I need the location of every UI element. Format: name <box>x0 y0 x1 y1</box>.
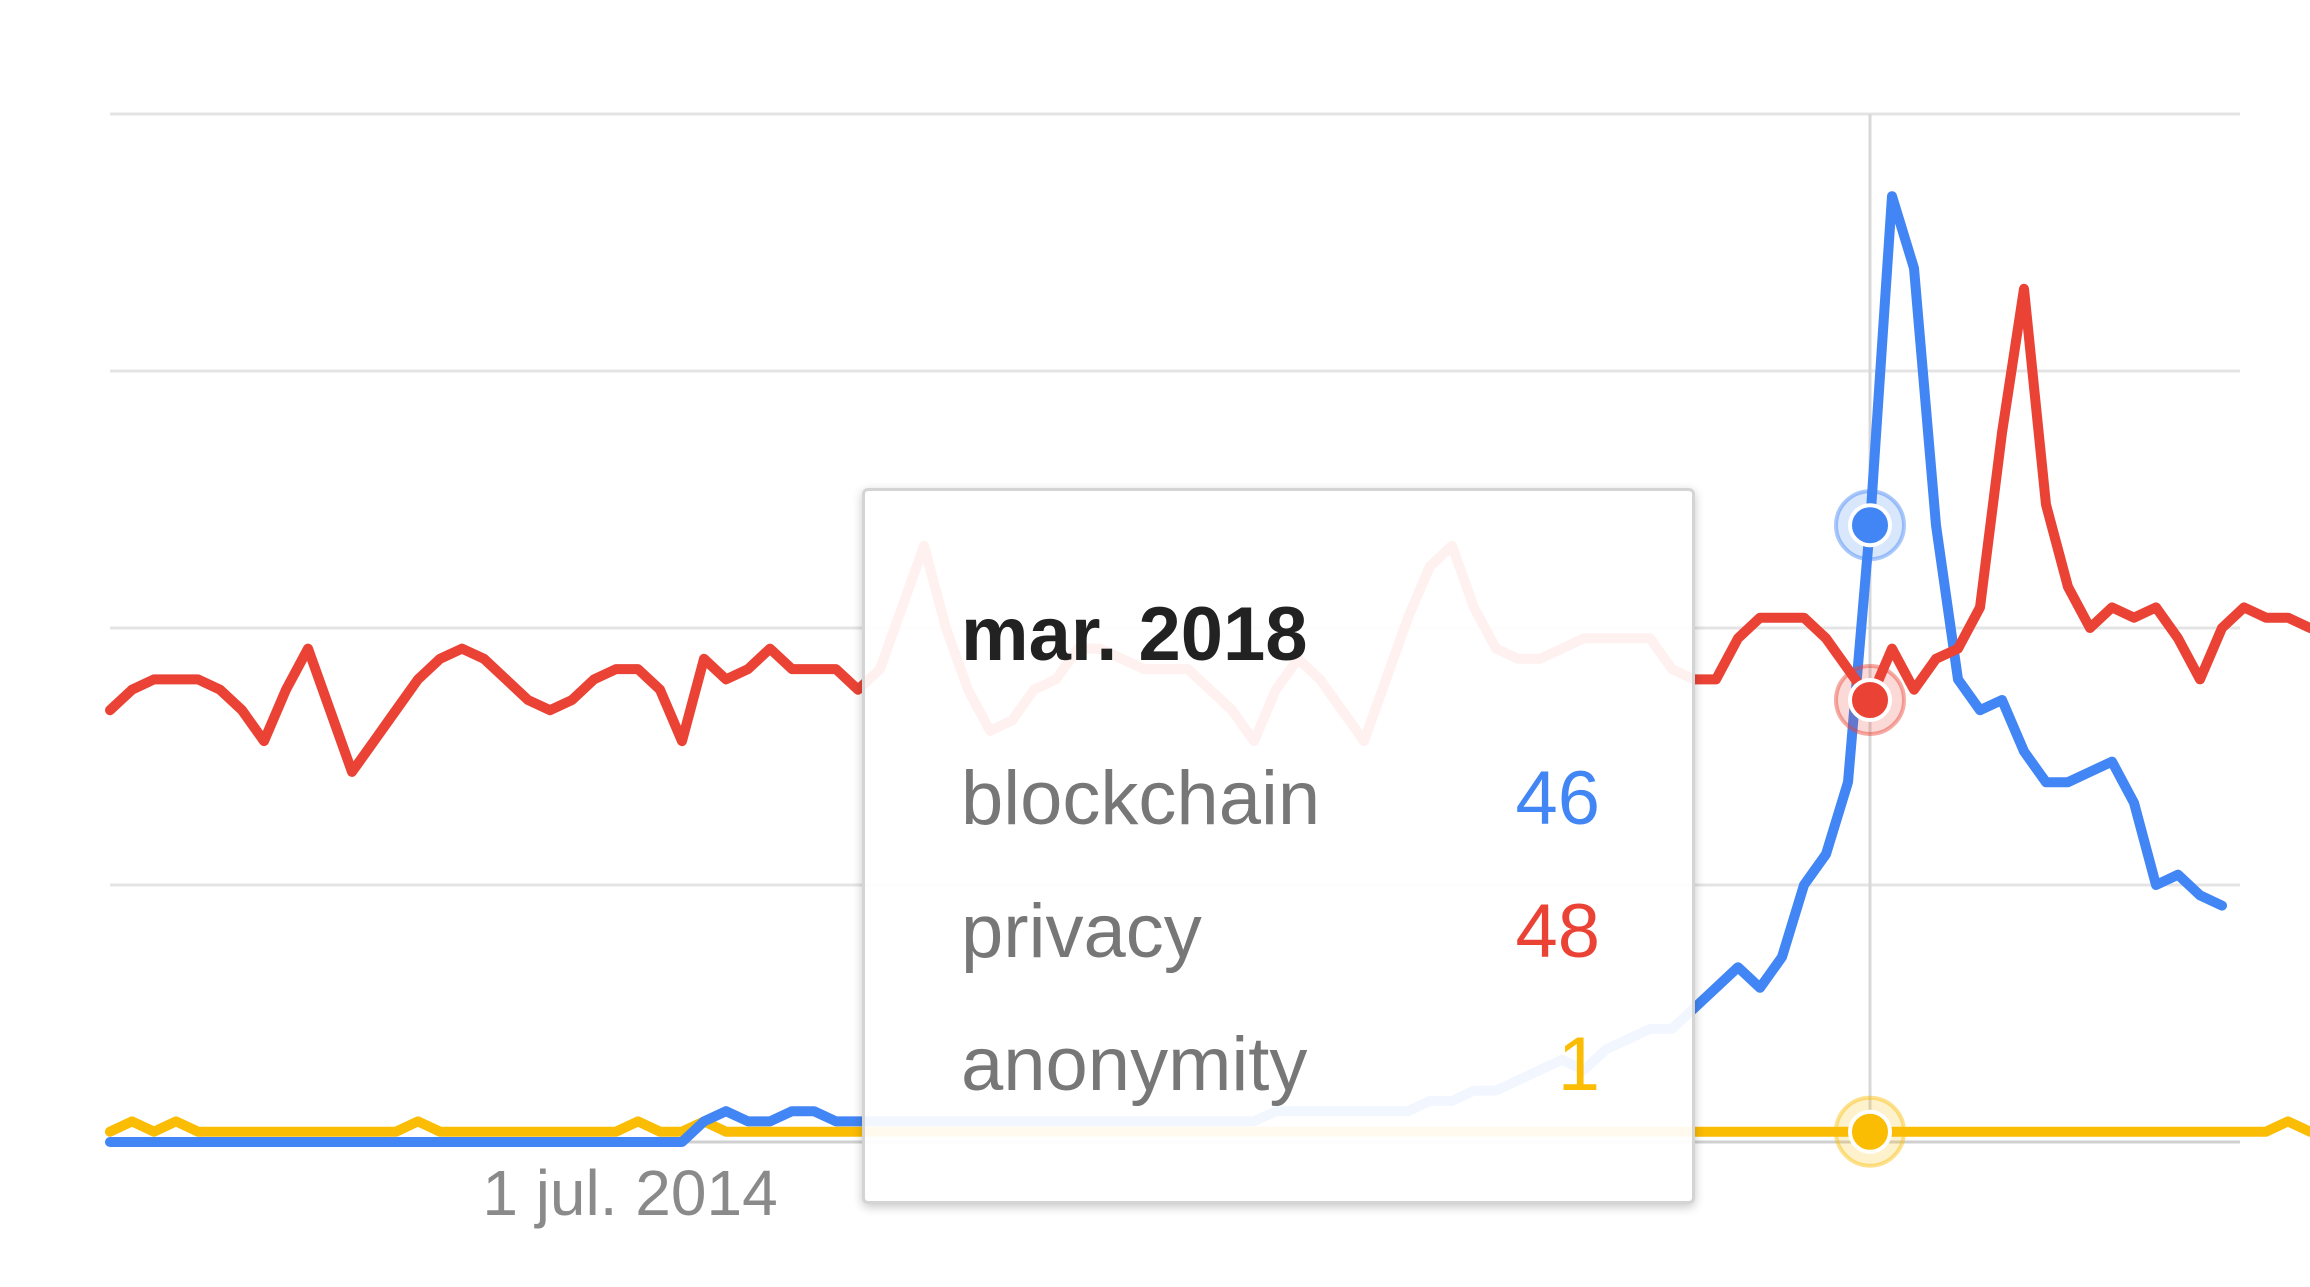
tooltip-series-value: 1 <box>1557 1022 1600 1107</box>
tooltip-series-value: 46 <box>1515 756 1600 841</box>
tooltip-row-blockchain: blockchain 46 <box>961 755 1600 851</box>
tooltip-series-name: anonymity <box>961 1022 1308 1107</box>
tooltip-series-value: 48 <box>1515 889 1600 974</box>
hover-marker-anonymity <box>1848 1109 1892 1154</box>
tooltip-row-privacy: privacy 48 <box>961 888 1600 984</box>
tooltip-series-name: privacy <box>961 889 1202 974</box>
hover-marker-blockchain <box>1848 503 1892 548</box>
tooltip-series-name: blockchain <box>961 756 1321 841</box>
x-tick-label: 1 jul. 2014 <box>482 1157 777 1229</box>
tooltip-row-anonymity: anonymity 1 <box>961 1021 1600 1117</box>
tooltip-date: mar. 2018 <box>961 592 1308 677</box>
tooltip: mar. 2018 blockchain 46 privacy 48 anony… <box>862 488 1695 1204</box>
hover-markers <box>1834 489 1906 1168</box>
hover-marker-privacy <box>1848 677 1892 722</box>
